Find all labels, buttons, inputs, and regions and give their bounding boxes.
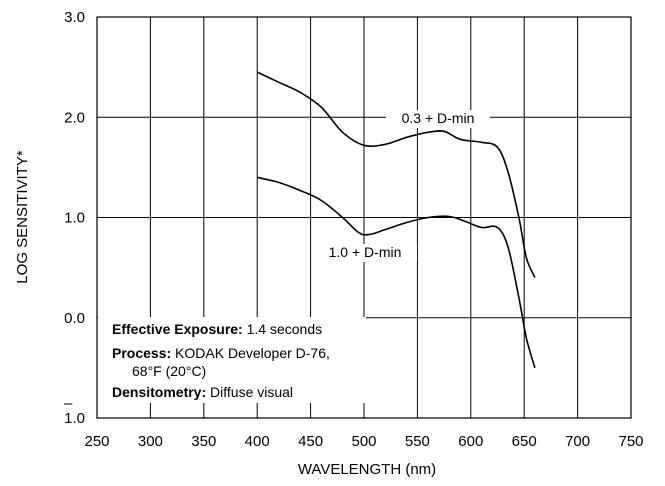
- series-line-1-0-dmin: [257, 176, 536, 369]
- x-tick-label: 450: [298, 433, 323, 450]
- annotation-line: Densitometry: Diffuse visual: [112, 384, 293, 400]
- annotation-background: [98, 317, 366, 403]
- x-tick-label: 600: [458, 433, 483, 450]
- annotation-value: KODAK Developer D-76,: [171, 345, 330, 361]
- x-axis-label: WAVELENGTH (nm): [298, 461, 436, 478]
- annotation-key: Densitometry:: [112, 384, 206, 400]
- series-label-backing: [313, 244, 417, 262]
- series-label: 1.0 + D-min: [329, 244, 402, 260]
- y-tick-label: 3.0: [64, 9, 85, 26]
- curves: [256, 71, 536, 369]
- annotation-box: Effective Exposure: 1.4 seconds Process: …: [98, 317, 366, 403]
- x-tick-label: 300: [138, 433, 163, 450]
- annotation-key: Process:: [112, 345, 171, 361]
- series-label-backing: [386, 110, 490, 128]
- series-line-0-3-dmin: [256, 71, 536, 278]
- x-tick-label: 350: [191, 433, 216, 450]
- annotation-line: Process: KODAK Developer D-76,: [112, 345, 330, 361]
- y-tick-negative-bar: –: [64, 395, 73, 412]
- series-labels: 0.3 + D-min 1.0 + D-min: [313, 110, 490, 262]
- y-tick-label: 1.0: [64, 210, 85, 227]
- x-tick-label: 550: [405, 433, 430, 450]
- x-tick-label: 700: [565, 433, 590, 450]
- annotation-line: Effective Exposure: 1.4 seconds: [112, 321, 322, 337]
- tick-labels: 250 300 350 400 450 500 550 600 650 700 750 3.0 2.0 1…: [64, 9, 644, 450]
- y-tick-label: 1.0: [64, 410, 85, 427]
- annotation-value: Diffuse visual: [206, 384, 293, 400]
- annotation-value: 1.4 seconds: [243, 321, 322, 337]
- x-tick-label: 750: [618, 433, 643, 450]
- annotation-value: 68°F (20°C): [132, 363, 206, 379]
- x-tick-label: 250: [84, 433, 109, 450]
- x-tick-label: 400: [245, 433, 270, 450]
- series-label: 0.3 + D-min: [402, 110, 475, 126]
- y-tick-label: 2.0: [64, 109, 85, 126]
- x-tick-label: 500: [351, 433, 376, 450]
- x-tick-label: 650: [512, 433, 537, 450]
- y-axis-label: LOG SENSITIVITY*: [14, 150, 31, 284]
- annotation-key: Effective Exposure:: [112, 321, 243, 337]
- annotation-line: 68°F (20°C): [132, 363, 206, 379]
- y-tick-label: 0.0: [64, 310, 85, 327]
- plot-frame: [96, 16, 632, 419]
